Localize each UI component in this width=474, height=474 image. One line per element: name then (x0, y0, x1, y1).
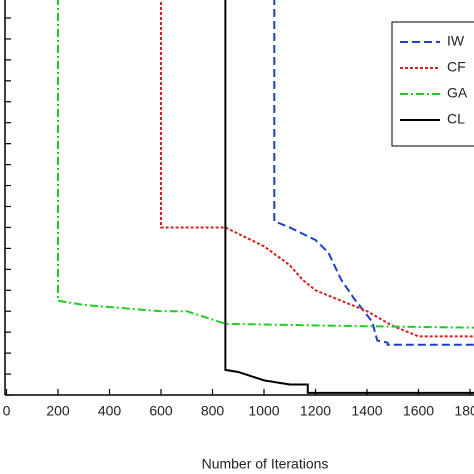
legend-label: CL (447, 111, 465, 127)
legend-label: CF (447, 59, 466, 75)
x-tick-label: 0 (3, 403, 11, 419)
legend-label: GA (447, 85, 468, 101)
x-tick-label: 600 (149, 403, 173, 419)
x-tick-label: 1800 (454, 403, 474, 419)
x-tick-label: 800 (201, 403, 225, 419)
plot-area (57, 0, 474, 394)
x-tick-label: 1400 (351, 403, 382, 419)
x-tick-label: 1000 (248, 403, 279, 419)
series-line (273, 0, 474, 346)
legend-label: IW (447, 33, 465, 49)
legend-box (391, 21, 474, 147)
series-line (224, 0, 474, 394)
x-tick-label: 400 (98, 403, 122, 419)
x-tick-label: 1200 (300, 403, 331, 419)
x-axis-label: Number of Iterations (202, 456, 329, 472)
series-line (57, 0, 474, 329)
x-tick-label: 1600 (403, 403, 434, 419)
x-tick-label: 200 (46, 403, 70, 419)
